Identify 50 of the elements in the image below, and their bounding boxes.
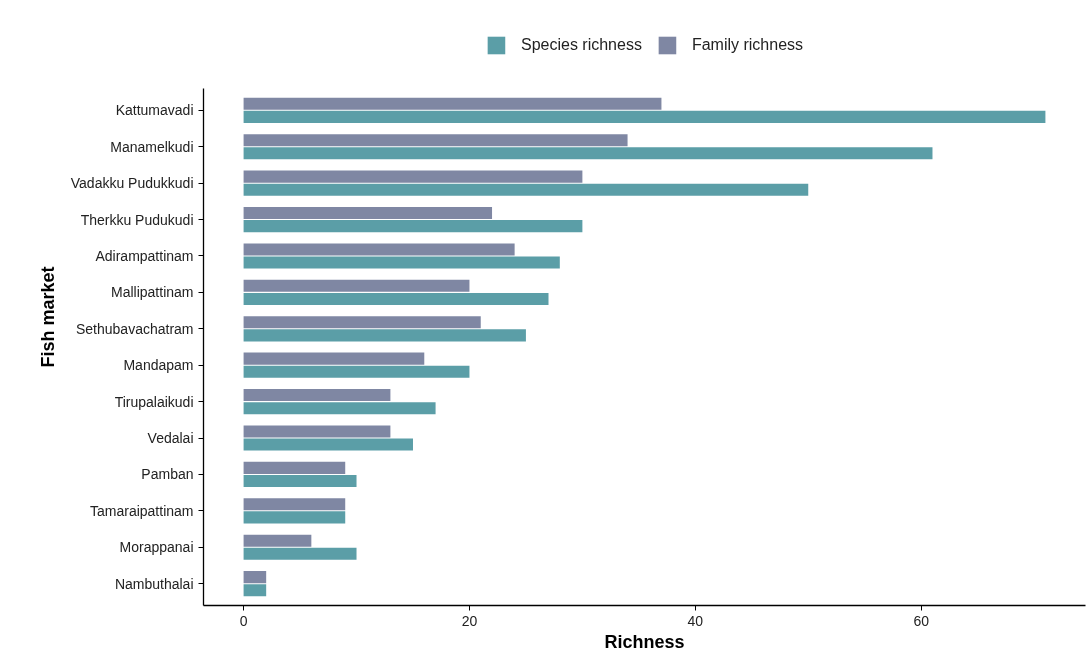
y-tick-label: Tirupalaikudi [114,393,194,410]
bar [243,243,515,256]
y-tick-label: Vedalai [147,430,194,447]
bar [243,279,470,292]
x-tick-label: 20 [461,612,478,629]
y-tick-label: Adirampattinam [95,247,194,264]
bar [243,547,357,560]
y-axis-title: Fish market [37,266,58,368]
bar [243,220,583,233]
y-tick-label: Manamelkudi [110,138,194,155]
y-tick-label: Sethubavachatram [75,320,194,337]
legend-label: Family richness [691,36,804,54]
bar [243,534,312,547]
bar [243,498,346,511]
legend-label: Species richness [520,36,642,54]
x-tick-label: 0 [239,612,248,629]
bar [243,206,493,220]
y-tick-label: Vadakku Pudukkudi [70,175,194,192]
bar [243,584,267,597]
bar [243,110,1046,123]
bar [243,292,549,305]
bar [243,461,346,474]
bar [243,147,933,160]
bar [243,183,809,196]
y-tick-label: Mandapam [123,357,194,374]
x-axis-title: Richness [604,631,685,652]
bar [243,352,425,365]
x-tick-label: 60 [913,612,930,629]
bar [243,256,560,269]
bar [243,425,391,438]
y-tick-label: Kattumavadi [115,102,194,119]
bar [243,571,267,584]
bar [243,329,526,342]
bar [243,365,470,378]
bar [243,389,391,402]
y-tick-label: Morappanai [119,539,194,556]
y-tick-label: Nambuthalai [114,575,194,592]
y-tick-label: Tamaraipattinam [90,502,194,519]
x-tick-label: 40 [687,612,704,629]
bar [243,438,413,451]
bar [243,474,357,488]
bar [243,170,583,183]
y-tick-label: Therkku Pudukudi [80,211,194,228]
bar [243,316,481,329]
bar [243,97,662,110]
y-tick-label: Pamban [141,466,194,483]
bar [243,402,436,415]
bar [243,511,346,524]
y-tick-label: Mallipattinam [111,284,194,301]
bar [243,134,628,147]
